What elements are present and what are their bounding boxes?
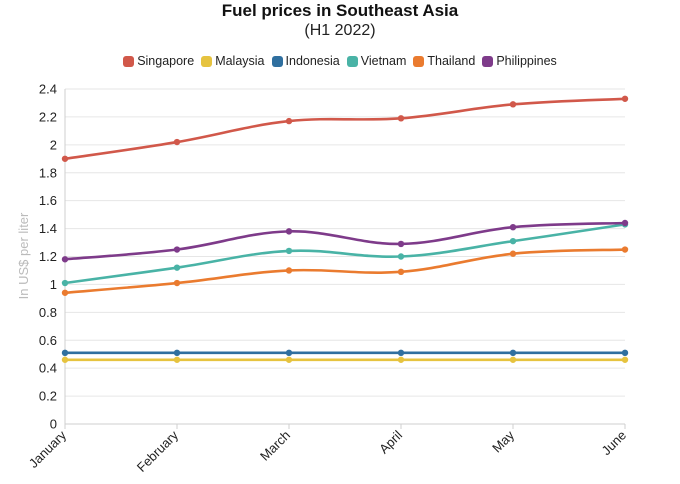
data-point[interactable] xyxy=(173,138,181,146)
y-tick-label: 2 xyxy=(50,137,57,152)
y-tick-label: 1.6 xyxy=(39,193,57,208)
legend-label: Indonesia xyxy=(285,54,340,68)
x-tick-label: February xyxy=(134,427,182,475)
data-point[interactable] xyxy=(285,228,293,235)
data-point[interactable] xyxy=(173,279,181,287)
y-tick-label: 0.8 xyxy=(39,305,57,320)
legend-item-malaysia[interactable]: Malaysia xyxy=(201,54,265,68)
x-tick-label: June xyxy=(599,428,630,459)
y-tick-label: 0 xyxy=(50,417,57,432)
x-tick-label: May xyxy=(489,427,517,455)
legend: Singapore Malaysia Indonesia Vietnam Thailan… xyxy=(0,54,680,68)
grid-lines xyxy=(65,88,625,425)
y-tick-label: 1.4 xyxy=(39,221,57,236)
data-point[interactable] xyxy=(397,268,405,276)
y-tick-label: 2.2 xyxy=(39,109,57,124)
data-point[interactable] xyxy=(509,101,517,108)
x-tick-label: April xyxy=(376,427,405,456)
data-point[interactable] xyxy=(509,356,517,363)
data-point[interactable] xyxy=(509,349,517,357)
data-point[interactable] xyxy=(285,349,293,357)
data-point[interactable] xyxy=(61,279,69,287)
legend-label: Singapore xyxy=(137,54,195,68)
series-layer xyxy=(61,95,629,363)
data-point[interactable] xyxy=(285,356,293,363)
x-tick-label: March xyxy=(257,428,293,464)
data-point[interactable] xyxy=(621,219,629,227)
data-point[interactable] xyxy=(173,349,181,357)
data-point[interactable] xyxy=(397,356,405,363)
legend-swatch xyxy=(123,55,135,67)
y-tick-label: 1 xyxy=(50,277,57,292)
data-point[interactable] xyxy=(173,356,181,363)
series-thailand xyxy=(61,246,629,296)
y-axis-title: In US$ per liter xyxy=(16,212,31,299)
y-tick-label: 1.8 xyxy=(39,165,57,180)
legend-label: Malaysia xyxy=(215,54,265,68)
data-point[interactable] xyxy=(621,356,629,363)
series-indonesia xyxy=(61,349,629,357)
y-axis: 0 0.2 0.4 0.6 0.8 1 1.2 1.4 1.6 1.8 2 2.2 2.4 xyxy=(39,82,66,432)
x-tick-label: January xyxy=(26,427,70,471)
data-point[interactable] xyxy=(397,115,405,122)
legend-swatch xyxy=(346,55,358,67)
data-point[interactable] xyxy=(173,264,181,271)
y-tick-label: 0.2 xyxy=(39,389,57,404)
data-point[interactable] xyxy=(621,95,629,102)
data-point[interactable] xyxy=(61,155,69,162)
legend-swatch xyxy=(271,55,283,67)
data-point[interactable] xyxy=(285,267,293,274)
series-malaysia xyxy=(61,356,629,363)
chart-subtitle: (H1 2022) xyxy=(304,22,376,39)
y-tick-label: 0.6 xyxy=(39,333,57,348)
data-point[interactable] xyxy=(61,289,69,296)
legend-item-thailand[interactable]: Thailand xyxy=(413,54,475,68)
chart-title: Fuel prices in Southeast Asia xyxy=(221,1,459,20)
series-line-singapore xyxy=(63,97,627,161)
legend-swatch xyxy=(413,55,425,67)
series-vietnam xyxy=(61,221,629,287)
y-tick-label: 0.4 xyxy=(39,361,57,376)
legend-swatch xyxy=(482,55,494,67)
data-point[interactable] xyxy=(397,240,405,248)
data-point[interactable] xyxy=(61,256,69,263)
series-line-philippines xyxy=(63,221,627,261)
x-axis: January February March April May June xyxy=(26,423,630,475)
data-point[interactable] xyxy=(285,247,293,255)
data-point[interactable] xyxy=(61,356,69,363)
data-point[interactable] xyxy=(173,246,181,253)
legend-label: Vietnam xyxy=(360,54,407,68)
legend-label: Philippines xyxy=(496,54,557,68)
data-point[interactable] xyxy=(397,349,405,357)
series-philippines xyxy=(61,219,629,263)
data-point[interactable] xyxy=(621,349,629,357)
data-point[interactable] xyxy=(285,117,293,125)
data-point[interactable] xyxy=(621,246,629,253)
data-point[interactable] xyxy=(509,237,517,245)
data-point[interactable] xyxy=(397,253,405,260)
data-point[interactable] xyxy=(61,349,69,357)
legend-swatch xyxy=(201,55,213,67)
series-singapore xyxy=(61,95,629,162)
legend-item-vietnam[interactable]: Vietnam xyxy=(346,54,407,68)
data-point[interactable] xyxy=(509,250,517,257)
series-line-vietnam xyxy=(63,223,627,285)
series-line-thailand xyxy=(63,248,627,295)
y-tick-label: 2.4 xyxy=(39,82,57,97)
legend-item-philippines[interactable]: Philippines xyxy=(482,54,557,68)
legend-item-indonesia[interactable]: Indonesia xyxy=(271,54,340,68)
legend-item-singapore[interactable]: Singapore xyxy=(123,54,194,68)
legend-label: Thailand xyxy=(427,54,476,68)
data-point[interactable] xyxy=(509,223,517,231)
y-tick-label: 1.2 xyxy=(39,249,57,264)
